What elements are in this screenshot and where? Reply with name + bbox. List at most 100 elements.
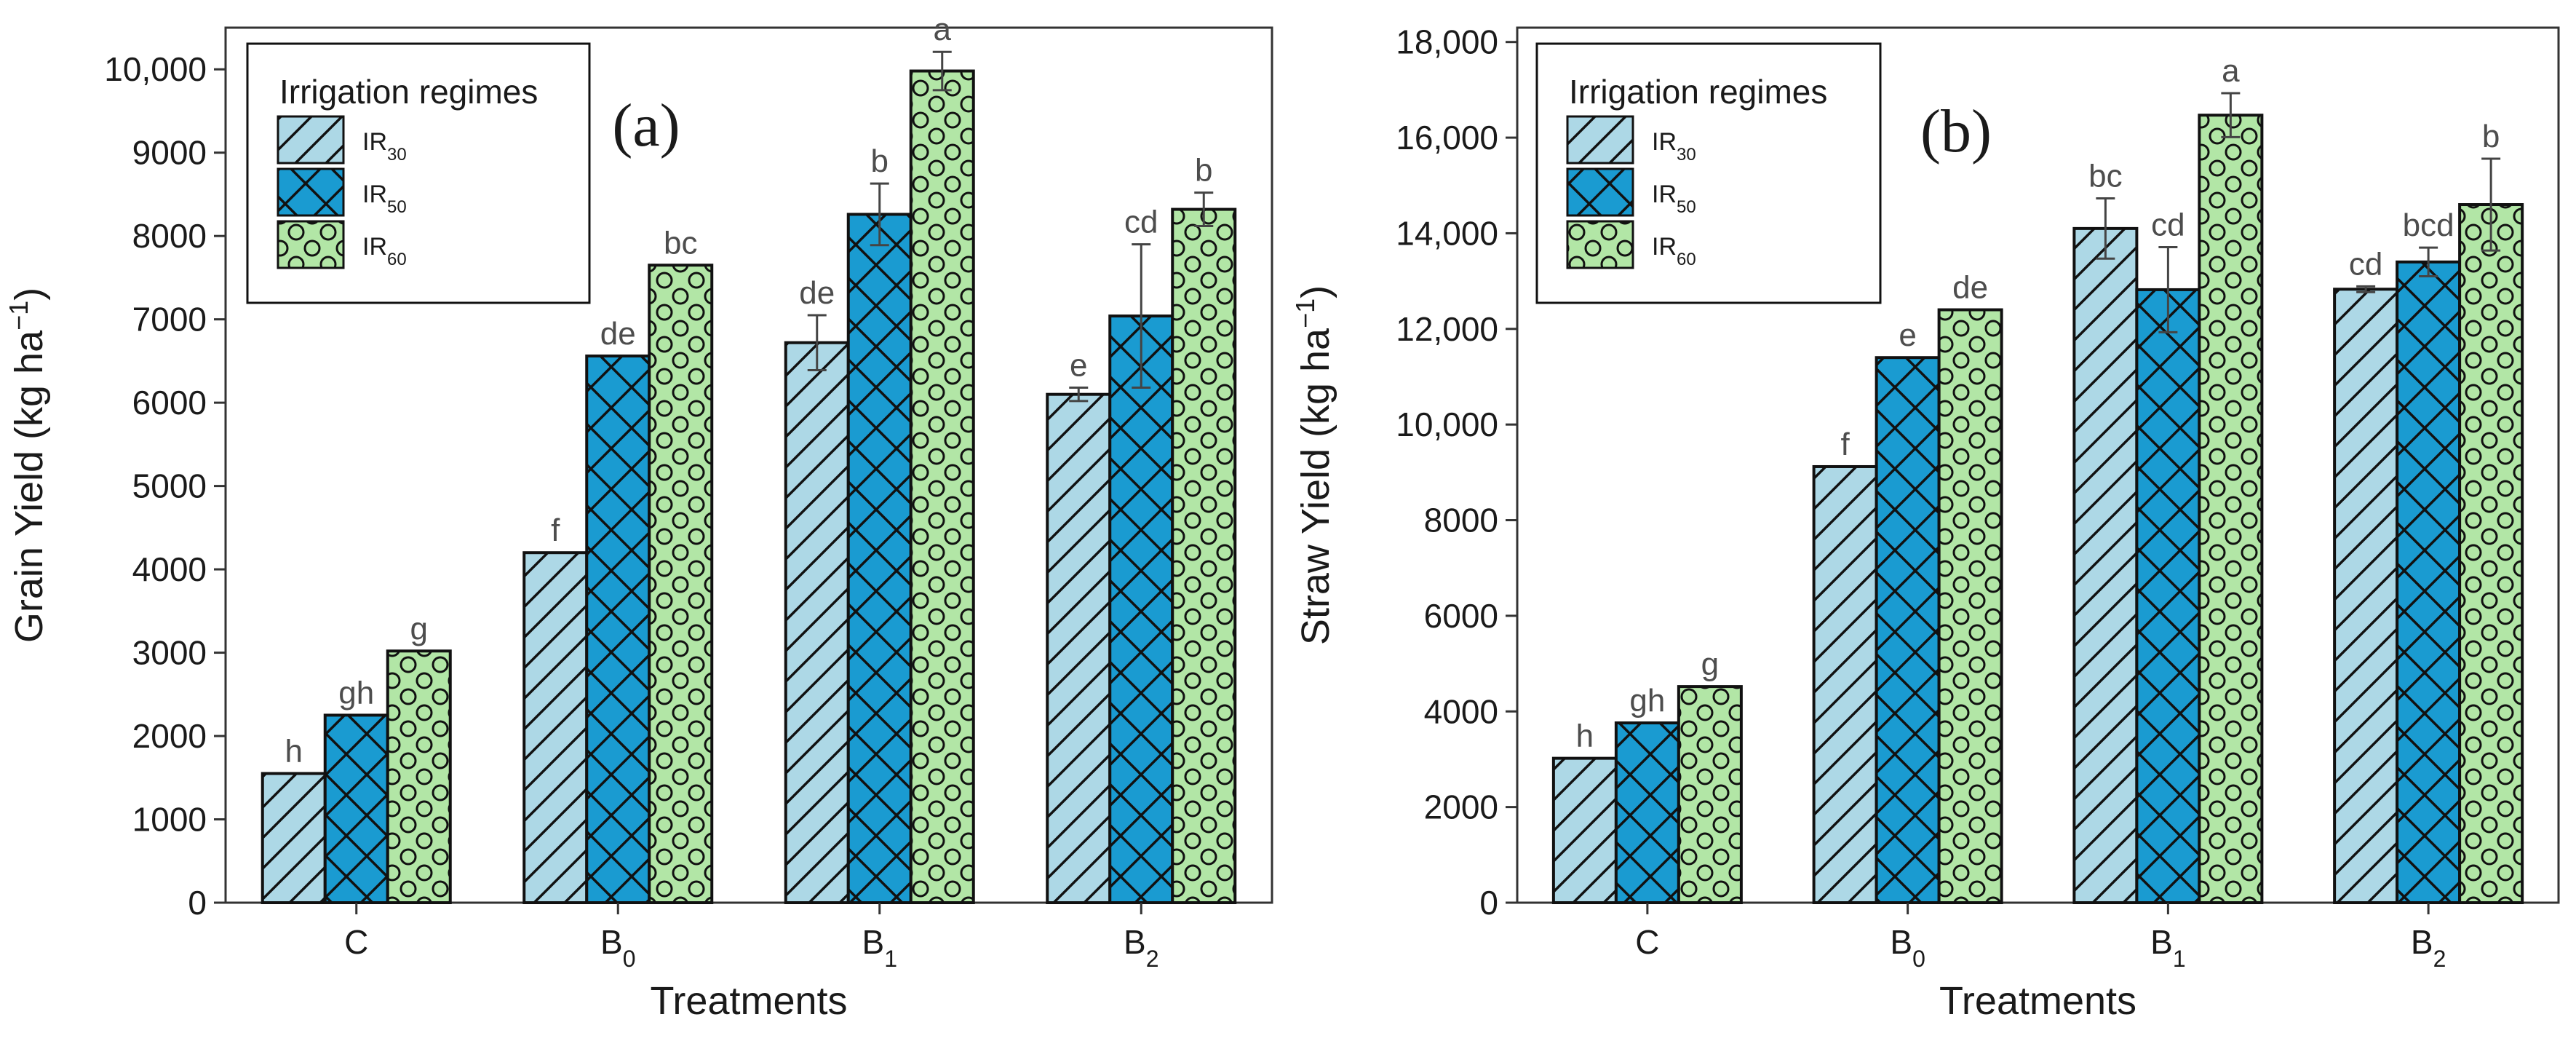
bar-ir60-b1: [909, 69, 975, 905]
bar-ir50-c: [1614, 721, 1680, 904]
legend-key-crosshatch: [277, 167, 345, 217]
significance-letter: h: [1576, 719, 1594, 754]
legend-title: Irrigation regimes: [1569, 73, 1827, 111]
y-axis-title: Grain Yield (kg ha−1): [4, 288, 52, 643]
y-axis-title: Straw Yield (kg ha−1): [1290, 285, 1338, 645]
legend-title: Irrigation regimes: [279, 73, 538, 111]
y-tick-label: 3000: [132, 634, 207, 672]
x-axis-title: Treatments: [1939, 979, 2136, 1023]
y-tick-label: 14,000: [1396, 214, 1498, 252]
legend-key-diagonal: [277, 115, 345, 165]
legend-key-circles: [277, 220, 345, 269]
significance-letter: e: [1070, 348, 1087, 384]
x-tick-label: C: [1635, 923, 1659, 961]
legend-key-circles: [1566, 220, 1634, 269]
bar-ir30-b1: [784, 341, 850, 905]
significance-letter: g: [410, 611, 428, 646]
x-tick-label: B0: [1890, 923, 1925, 972]
significance-letter: de: [1952, 270, 1988, 306]
bar-ir30-b0: [1812, 464, 1878, 904]
significance-letter: gh: [1629, 683, 1665, 719]
significance-letter: de: [799, 275, 835, 311]
y-tick-label: 4000: [1424, 692, 1498, 730]
panel-label: (a): [612, 92, 680, 159]
y-tick-label: 7000: [132, 301, 207, 339]
y-tick-label: 18,000: [1396, 23, 1498, 61]
bar-ir50-b2: [2396, 260, 2462, 904]
significance-letter: cd: [2349, 246, 2382, 282]
significance-letter: bcd: [2403, 207, 2454, 243]
bar-ir30-c: [1551, 756, 1618, 905]
bar-ir30-b2: [2333, 288, 2399, 905]
bar-ir60-b0: [648, 264, 714, 904]
y-tick-label: 10,000: [1396, 405, 1498, 443]
bar-ir50-b1: [2135, 288, 2201, 904]
x-tick-label: B2: [1124, 923, 1158, 972]
y-tick-label: 9000: [132, 134, 207, 172]
y-tick-label: 12,000: [1396, 310, 1498, 348]
significance-letter: a: [2222, 53, 2240, 89]
bar-ir50-b1: [846, 213, 913, 904]
x-tick-label: B2: [2411, 923, 2446, 972]
bar-ir50-b2: [1108, 314, 1174, 904]
bar-ir60-b2: [1171, 207, 1237, 904]
bar-ir60-b2: [2458, 203, 2524, 904]
y-tick-label: 4000: [132, 550, 207, 588]
y-tick-label: 8000: [1424, 502, 1498, 539]
legend-key-crosshatch: [1566, 167, 1634, 217]
significance-letter: bc: [664, 225, 697, 261]
significance-letter: e: [1899, 317, 1916, 353]
significance-letter: f: [1841, 427, 1850, 462]
significance-letter: de: [600, 316, 636, 352]
bar-ir30-b1: [2072, 226, 2139, 905]
legend-label: IR30: [1652, 128, 1696, 165]
y-tick-label: 5000: [132, 467, 207, 505]
y-tick-label: 0: [188, 884, 207, 922]
significance-letter: cd: [1124, 205, 1158, 240]
significance-letter: bc: [2088, 158, 2122, 194]
y-tick-label: 16,000: [1396, 119, 1498, 157]
bar-ir50-c: [323, 713, 389, 905]
panel-b: 0 2000 4000 6000 8000 10,000 12,000 14,000 16,00…: [1290, 23, 2560, 1023]
bar-ir30-c: [261, 772, 327, 904]
bar-ir50-b0: [1875, 356, 1941, 904]
x-tick-label: C: [344, 923, 368, 961]
x-axis-title: Treatments: [650, 979, 847, 1023]
plot-frame: [1516, 26, 2560, 904]
bar-ir60-b1: [2198, 114, 2264, 905]
x-tick-label: B0: [600, 923, 635, 972]
significance-letter: b: [871, 143, 889, 179]
y-tick-label: 1000: [132, 801, 207, 839]
legend-key-diagonal: [1566, 115, 1634, 165]
y-tick-label: 0: [1479, 884, 1498, 922]
y-tick-label: 6000: [132, 384, 207, 421]
y-tick-label: 10,000: [104, 50, 207, 88]
bar-ir30-b0: [522, 551, 589, 904]
panel-label: (b): [1920, 98, 1992, 165]
legend-label: IR60: [1652, 233, 1696, 269]
plot-frame: [224, 26, 1273, 904]
bar-ir30-b2: [1046, 392, 1112, 904]
x-tick-label: B1: [862, 923, 897, 972]
y-tick-label: 2000: [1424, 788, 1498, 826]
significance-letter: cd: [2151, 207, 2185, 242]
significance-letter: a: [934, 12, 952, 47]
y-tick-label: 8000: [132, 217, 207, 255]
bar-ir60-b0: [1937, 308, 2003, 905]
significance-letter: b: [1195, 153, 1212, 189]
legend-label: IR30: [362, 128, 407, 165]
x-tick-label: B1: [2150, 923, 2185, 972]
significance-letter: gh: [338, 675, 374, 711]
legend-label: IR50: [362, 181, 407, 217]
significance-letter: g: [1701, 646, 1719, 682]
significance-letter: h: [285, 734, 303, 769]
significance-letter: b: [2482, 119, 2500, 154]
significance-letter: f: [551, 512, 560, 548]
bar-ir60-c: [1677, 685, 1743, 904]
bar-ir50-b0: [585, 355, 651, 904]
y-tick-label: 2000: [132, 717, 207, 755]
legend-label: IR50: [1652, 181, 1696, 217]
y-tick-label: 6000: [1424, 597, 1498, 635]
panel-a: 0 1000 2000 3000 4000 5000 6000 7000 8000 9000 10,…: [4, 12, 1273, 1023]
